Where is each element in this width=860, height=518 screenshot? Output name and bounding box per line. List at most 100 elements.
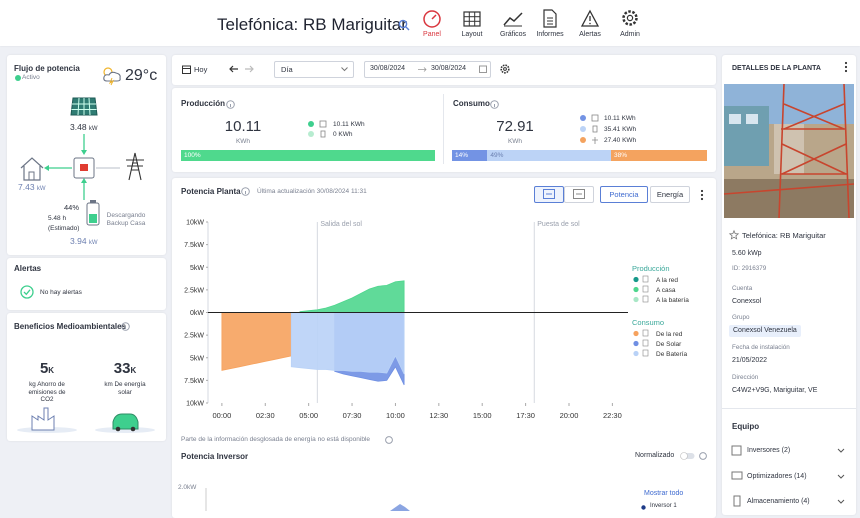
period-select[interactable] [274,61,354,78]
battery-time: 5.48 h [48,215,67,222]
chart-title: Potencia Planta [181,187,241,196]
solar-power: 3.48 kW [70,122,98,133]
power-button-label[interactable]: Potencia [609,190,639,199]
kebab-menu[interactable] [844,61,848,73]
date-to[interactable]: 30/08/2024 [431,65,467,72]
equipment-item[interactable]: Inversores (2) [747,447,791,454]
settings-icon[interactable] [500,64,510,74]
stat-item: 10.11 KWh [333,121,365,128]
env-label: km De energía solar [104,381,146,396]
divider [722,408,856,409]
status-dot [15,75,21,81]
section-title: Equipo [732,422,760,431]
equipment-item[interactable]: Optimizadores (14) [747,473,807,480]
nav-icon-panel[interactable] [423,10,441,28]
field-value: 21/05/2022 [732,357,768,364]
value: 3.94 [70,236,87,246]
unit: K [48,366,55,375]
bar-label: 14% [455,151,469,159]
env-illustration [17,407,155,433]
solar-panel-icon [70,97,98,116]
info-icon[interactable] [226,100,235,109]
period[interactable]: Día [281,65,293,74]
nav-item[interactable]: Gráficos [499,31,527,38]
nav-item[interactable]: Alertas [579,31,601,38]
view-icons [543,189,585,199]
date-range[interactable] [364,61,491,78]
nav-item[interactable]: Informes [536,31,564,38]
calendar-icon [182,65,191,74]
show-all[interactable]: Mostrar todo [644,490,684,497]
chart-note: Parte de la información desglosada de en… [181,436,370,443]
value: 33 [113,360,131,377]
chevron [341,67,348,72]
kebab-menu[interactable] [700,189,704,201]
field-value: C4W2+V9G, Mariguitar, VE [732,387,818,394]
plant-photo [723,83,855,219]
inverter-legend[interactable]: Inversor 1 [650,503,677,509]
field-label: Fecha de instalación [732,344,790,351]
date-arrows[interactable] [228,64,256,74]
nav-item[interactable]: Admin [620,31,640,38]
battery-percent: 44% [64,203,80,212]
date-from[interactable]: 30/08/2024 [370,65,406,72]
unit: kW [88,126,98,132]
info-icon[interactable] [241,187,250,196]
bar-label: 100% [184,151,201,159]
nav-icon-reports[interactable] [542,9,558,28]
nav-icon-admin[interactable] [621,9,639,27]
alerts-card [7,258,166,310]
nav-item[interactable]: Layout [461,31,483,38]
inverter-chart-preview [205,488,410,511]
energy-button-label[interactable]: Energía [656,190,684,199]
field-label: Cuenta [732,285,753,292]
nav-icon-charts[interactable] [503,11,523,27]
page-title: Telefónica: RB Mariguitar [217,15,407,34]
total: 72.91 [496,118,534,135]
plant-name: Telefónica: RB Mariguitar [742,231,826,240]
legend-dot [641,505,646,510]
power-button[interactable] [600,186,648,203]
energy-button[interactable] [650,186,690,203]
nav-icon-alerts[interactable] [580,9,600,27]
stat-item: 27.40 KWh [604,137,637,144]
toggle[interactable] [680,451,708,461]
divider [443,94,444,164]
weather-icon [103,67,121,86]
nav-item[interactable]: Panel [423,31,441,38]
unit: K [130,366,137,375]
battery-time-note: (Estimado) [48,225,80,232]
legend-dots [308,120,327,138]
alert-message: No hay alertas [40,289,82,296]
value: 7.43 [18,182,35,192]
value: 5 [39,360,49,377]
equipment-icons [731,445,845,507]
stat-item: 10.11 KWh [604,115,636,122]
bar-segment: 49% [487,150,612,161]
today-button[interactable]: Hoy [194,65,208,74]
plant-id: ID: 2916379 [732,265,767,272]
info-icon[interactable] [385,436,393,444]
info-icon[interactable] [490,100,499,109]
battery-power: 3.94 kW [70,236,98,247]
chart-card [172,178,716,518]
panel-title: DETALLES DE LA PLANTA [732,65,821,72]
value: 3.48 [70,122,87,132]
nav-icon-layout[interactable] [463,11,481,27]
env-value: 33K [114,360,136,378]
favorite-icon[interactable] [728,229,740,240]
info-icon[interactable] [121,322,130,331]
stat-item: 0 KWh [333,131,353,138]
equipment-item[interactable]: Almacenamiento (4) [747,498,810,505]
calendar-icon [479,65,487,73]
field-value[interactable]: Conexsol Venezuela [729,325,801,338]
stat-item: 35.41 KWh [604,126,637,133]
search-icon[interactable] [398,19,410,31]
unit: KWh [507,138,523,145]
toggle-label: Normalizado [635,452,675,459]
top-bar [0,0,860,46]
home-power: 7.43 kW [18,182,46,193]
range-arrow [418,67,427,72]
